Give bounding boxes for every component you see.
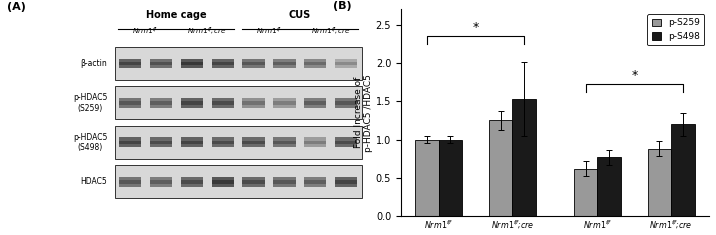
Legend: p-S259, p-S498: p-S259, p-S498	[647, 14, 705, 45]
Bar	[115, 47, 362, 80]
Text: Home cage: Home cage	[146, 10, 207, 20]
Bar	[180, 98, 203, 108]
Text: p-HDAC5
(S498): p-HDAC5 (S498)	[73, 133, 107, 152]
Text: β-actin: β-actin	[81, 59, 107, 68]
Bar	[304, 141, 326, 144]
Bar	[274, 59, 296, 68]
Bar	[671, 124, 695, 216]
Bar	[119, 137, 141, 147]
Bar	[180, 141, 203, 144]
Text: $Nrm1^{f\!/\!f}$;cre: $Nrm1^{f\!/\!f}$;cre	[188, 26, 227, 37]
Bar	[243, 141, 265, 144]
Bar	[211, 101, 233, 105]
Text: *: *	[632, 69, 637, 82]
Bar	[597, 157, 621, 216]
Bar	[115, 165, 362, 198]
Bar	[211, 177, 233, 187]
Bar	[180, 62, 203, 65]
Bar	[335, 62, 357, 65]
Bar	[335, 137, 357, 147]
Text: p-HDAC5
(S259): p-HDAC5 (S259)	[73, 93, 107, 113]
Bar	[180, 177, 203, 187]
Bar	[180, 101, 203, 105]
Bar	[115, 86, 362, 119]
Bar	[243, 177, 265, 187]
Bar	[304, 177, 326, 187]
Bar	[304, 59, 326, 68]
Bar	[574, 169, 597, 216]
Bar	[211, 180, 233, 184]
Bar	[211, 59, 233, 68]
Bar	[335, 101, 357, 105]
Bar	[243, 180, 265, 184]
Bar	[119, 101, 141, 105]
Bar	[115, 126, 362, 159]
Bar	[150, 62, 172, 65]
Bar	[243, 137, 265, 147]
Bar	[180, 59, 203, 68]
Bar	[150, 177, 172, 187]
Bar	[150, 180, 172, 184]
Text: CUS: CUS	[289, 10, 311, 20]
Bar	[274, 101, 296, 105]
Bar	[489, 121, 513, 216]
Bar	[304, 101, 326, 105]
Text: $Nrm1^{f\!/\!f}$;cre: $Nrm1^{f\!/\!f}$;cre	[311, 26, 350, 37]
Bar	[335, 59, 357, 68]
Bar	[150, 101, 172, 105]
Text: $Nrm1^{f\!/\!f}$: $Nrm1^{f\!/\!f}$	[256, 26, 282, 37]
Bar	[119, 141, 141, 144]
Bar	[150, 98, 172, 108]
Bar	[415, 140, 439, 216]
Bar	[211, 62, 233, 65]
Bar	[304, 180, 326, 184]
Bar	[180, 137, 203, 147]
Bar	[274, 62, 296, 65]
Bar	[335, 180, 357, 184]
Bar	[335, 177, 357, 187]
Bar	[211, 98, 233, 108]
Bar	[150, 59, 172, 68]
Y-axis label: Fold Increase of
p-HDAC5 /HDAC5: Fold Increase of p-HDAC5 /HDAC5	[354, 74, 373, 152]
Text: *: *	[473, 21, 478, 34]
Bar	[150, 141, 172, 144]
Bar	[274, 177, 296, 187]
Bar	[274, 141, 296, 144]
Bar	[304, 98, 326, 108]
Text: (A): (A)	[7, 2, 26, 12]
Bar	[243, 62, 265, 65]
Bar	[274, 137, 296, 147]
Bar	[335, 98, 357, 108]
Bar	[243, 98, 265, 108]
Text: $Nrm1^{f\!/\!f}$: $Nrm1^{f\!/\!f}$	[132, 26, 159, 37]
Bar	[335, 141, 357, 144]
Bar	[150, 137, 172, 147]
Text: (B): (B)	[333, 1, 352, 11]
Bar	[513, 99, 536, 216]
Bar	[304, 62, 326, 65]
Bar	[243, 59, 265, 68]
Bar	[119, 180, 141, 184]
Bar	[274, 98, 296, 108]
Bar	[304, 137, 326, 147]
Bar	[439, 140, 463, 216]
Bar	[647, 149, 671, 216]
Bar	[119, 59, 141, 68]
Bar	[119, 62, 141, 65]
Bar	[119, 177, 141, 187]
Bar	[119, 98, 141, 108]
Bar	[243, 101, 265, 105]
Text: HDAC5: HDAC5	[81, 177, 107, 186]
Bar	[211, 137, 233, 147]
Bar	[211, 141, 233, 144]
Bar	[180, 180, 203, 184]
Bar	[274, 180, 296, 184]
